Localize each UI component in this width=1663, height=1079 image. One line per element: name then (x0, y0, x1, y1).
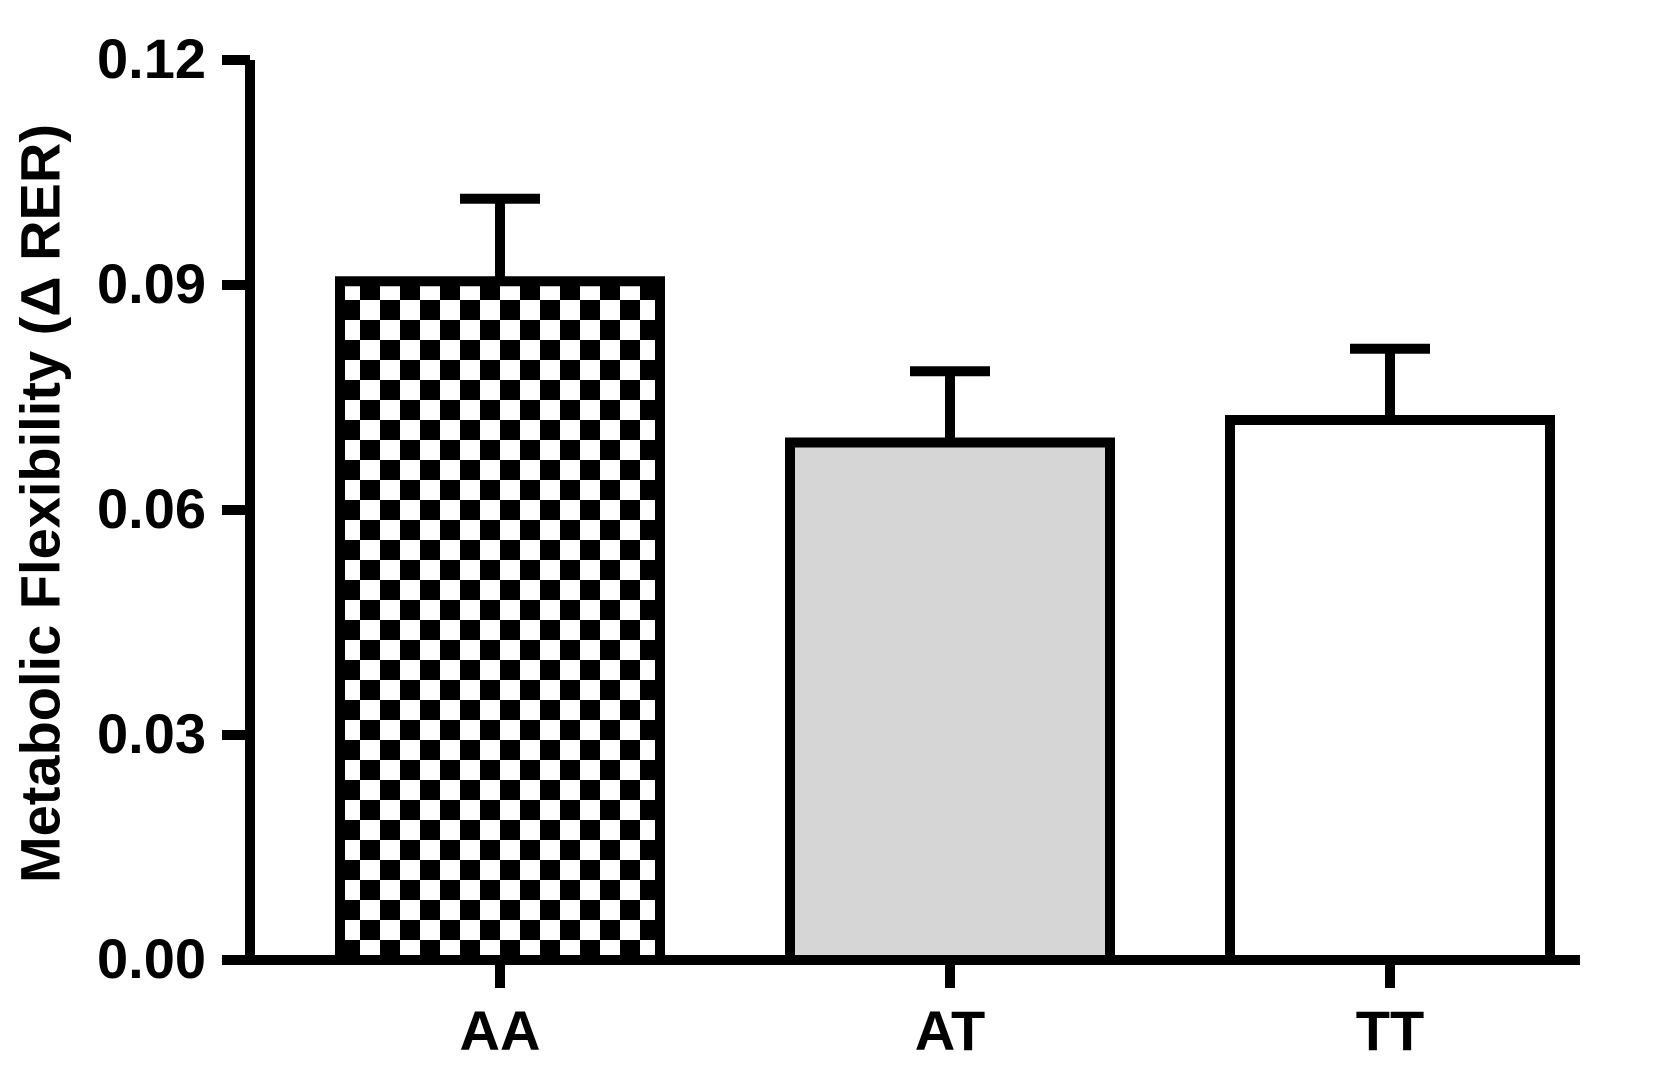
bar (340, 281, 660, 960)
bar (1230, 420, 1550, 960)
y-tick-label: 0.03 (0, 701, 206, 766)
bar-chart (0, 0, 1663, 1079)
x-category-label: TT (1270, 998, 1510, 1063)
x-category-label: AA (380, 998, 620, 1063)
y-tick-label: 0.09 (0, 251, 206, 316)
x-category-label: AT (830, 998, 1070, 1063)
chart-container: Metabolic Flexibility (Δ RER) 0.00 0.03 … (0, 0, 1663, 1079)
bar (790, 443, 1110, 961)
y-tick-label: 0.00 (0, 926, 206, 991)
y-tick-label: 0.12 (0, 26, 206, 91)
y-tick-label: 0.06 (0, 476, 206, 541)
